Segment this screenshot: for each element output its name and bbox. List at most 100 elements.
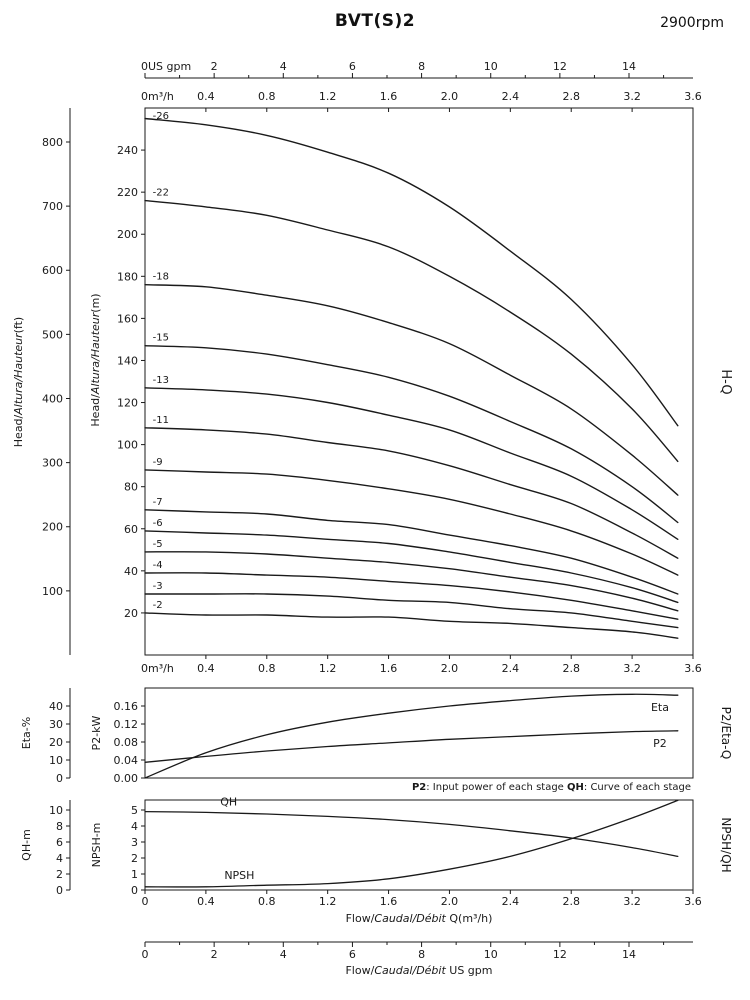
ft-tick-label: 200 bbox=[42, 521, 63, 534]
curve-QH bbox=[144, 810, 679, 858]
hq-plot-border bbox=[144, 107, 694, 656]
curve--6 bbox=[144, 530, 679, 604]
flow-tick-label: 1.6 bbox=[380, 895, 398, 908]
npsh-tick-label: 1 bbox=[131, 868, 138, 881]
gpm-zero-label: 0US gpm bbox=[141, 60, 191, 73]
m-tick-label: 240 bbox=[117, 144, 138, 157]
m-tick-label: 120 bbox=[117, 397, 138, 410]
npshqh-plot-border bbox=[144, 799, 694, 891]
m3h-bottom-tick-label: 1.6 bbox=[380, 662, 398, 675]
m-tick-label: 20 bbox=[124, 607, 138, 620]
qh-tick-label: 2 bbox=[56, 868, 63, 881]
flow-tick-label: 0.8 bbox=[258, 895, 276, 908]
flow-m3h-axis-label: Flow/Caudal/Débit Q(m³/h) bbox=[346, 912, 493, 925]
flow-tick-label: 3.2 bbox=[623, 895, 641, 908]
curve-label--7: -7 bbox=[153, 497, 163, 508]
gpm-tick-label: 6 bbox=[349, 60, 356, 73]
qh-tick-label: 4 bbox=[56, 852, 63, 865]
qh-axis-label: QH-m bbox=[20, 829, 33, 861]
curve-NPSH bbox=[144, 799, 679, 888]
p2-tick-label: 0.08 bbox=[114, 736, 139, 749]
flow-tick-label: 1.2 bbox=[319, 895, 337, 908]
m-tick-label: 140 bbox=[117, 354, 138, 367]
m3h-bottom-tick-label: 3.6 bbox=[684, 662, 702, 675]
npsh-axis-label: NPSH-m bbox=[90, 823, 103, 868]
gpm-bottom-tick-label: 2 bbox=[211, 948, 218, 961]
m3h-zero-label: 0m³/h bbox=[141, 90, 174, 103]
ft-tick-label: 600 bbox=[42, 264, 63, 277]
flow-tick-label: 2.8 bbox=[562, 895, 580, 908]
ft-tick-label: 400 bbox=[42, 392, 63, 405]
gpm-bottom-tick-label: 12 bbox=[553, 948, 567, 961]
m3h-bottom-tick-label: 2.4 bbox=[502, 662, 520, 675]
gpm-tick-label: 2 bbox=[211, 60, 218, 73]
npshqh-side-label: NPSH/QH bbox=[719, 817, 733, 872]
ft-tick-label: 800 bbox=[42, 136, 63, 149]
p2eta-plot-border bbox=[144, 687, 694, 779]
curve--13 bbox=[144, 387, 679, 540]
flow-gpm-axis-label: Flow/Caudal/Débit US gpm bbox=[345, 964, 492, 977]
m-tick-label: 220 bbox=[117, 186, 138, 199]
gpm-tick-label: 4 bbox=[280, 60, 287, 73]
m-tick-label: 180 bbox=[117, 270, 138, 283]
curve-label--9: -9 bbox=[153, 457, 163, 468]
curve-label-P2: P2 bbox=[653, 737, 667, 750]
m3h-tick-label: 1.6 bbox=[380, 90, 398, 103]
gpm-bottom-tick-label: 10 bbox=[484, 948, 498, 961]
m-tick-label: 60 bbox=[124, 523, 138, 536]
m-tick-label: 200 bbox=[117, 228, 138, 241]
gpm-tick-label: 12 bbox=[553, 60, 567, 73]
qh-tick-label: 0 bbox=[56, 884, 63, 897]
curve-label--5: -5 bbox=[153, 539, 163, 550]
curve-label--18: -18 bbox=[153, 272, 169, 283]
flow-tick-label: 2.0 bbox=[441, 895, 459, 908]
qh-tick-label: 10 bbox=[49, 804, 63, 817]
m3h-bottom-tick-label: 2.8 bbox=[562, 662, 580, 675]
curve--5 bbox=[144, 551, 679, 612]
eta-tick-label: 40 bbox=[49, 700, 63, 713]
curve-label--15: -15 bbox=[153, 333, 169, 344]
curve--7 bbox=[144, 509, 679, 595]
eta-tick-label: 0 bbox=[56, 772, 63, 785]
hq-side-label: H-Q bbox=[718, 369, 733, 394]
curve-label-Eta: Eta bbox=[651, 701, 669, 714]
curve-label--13: -13 bbox=[153, 375, 169, 386]
curve-Eta bbox=[144, 693, 679, 779]
m3h-tick-label: 0.4 bbox=[197, 90, 215, 103]
flow-tick-label: 0.4 bbox=[197, 895, 215, 908]
head-ft-axis-label: Head/Altura/Hauteur(ft) bbox=[12, 317, 25, 447]
ft-tick-label: 100 bbox=[42, 585, 63, 598]
curve--18 bbox=[144, 284, 679, 496]
curve-label--4: -4 bbox=[153, 560, 163, 571]
p2-tick-label: 0.00 bbox=[114, 772, 139, 785]
m-tick-label: 40 bbox=[124, 565, 138, 578]
m3h-tick-label: 3.6 bbox=[684, 90, 702, 103]
gpm-bottom-tick-label: 0 bbox=[142, 948, 149, 961]
ft-tick-label: 700 bbox=[42, 200, 63, 213]
p2-tick-label: 0.16 bbox=[114, 700, 139, 713]
p2-axis-label: P2-kW bbox=[90, 715, 103, 750]
npsh-tick-label: 2 bbox=[131, 852, 138, 865]
gpm-bottom-tick-label: 4 bbox=[280, 948, 287, 961]
curve-label--11: -11 bbox=[153, 415, 169, 426]
eta-tick-label: 30 bbox=[49, 718, 63, 731]
curve--9 bbox=[144, 469, 679, 576]
p2eta-side-label: P2/Eta-Q bbox=[719, 707, 733, 760]
eta-axis-label: Eta-% bbox=[20, 717, 33, 749]
gpm-bottom-tick-label: 8 bbox=[418, 948, 425, 961]
curve--11 bbox=[144, 427, 679, 559]
curve-P2 bbox=[144, 730, 679, 763]
p2-tick-label: 0.04 bbox=[114, 754, 139, 767]
curve--4 bbox=[144, 572, 679, 620]
m3h-bottom-tick-label: 0.8 bbox=[258, 662, 276, 675]
eta-tick-label: 10 bbox=[49, 754, 63, 767]
p2-tick-label: 0.12 bbox=[114, 718, 139, 731]
m3h-bottom-tick-label: 3.2 bbox=[623, 662, 641, 675]
m3h-tick-label: 2.0 bbox=[441, 90, 459, 103]
gpm-tick-label: 14 bbox=[622, 60, 636, 73]
curve--22 bbox=[144, 199, 679, 463]
rpm-label: 2900rpm bbox=[660, 15, 724, 31]
npsh-tick-label: 5 bbox=[131, 804, 138, 817]
curve--15 bbox=[144, 345, 679, 524]
